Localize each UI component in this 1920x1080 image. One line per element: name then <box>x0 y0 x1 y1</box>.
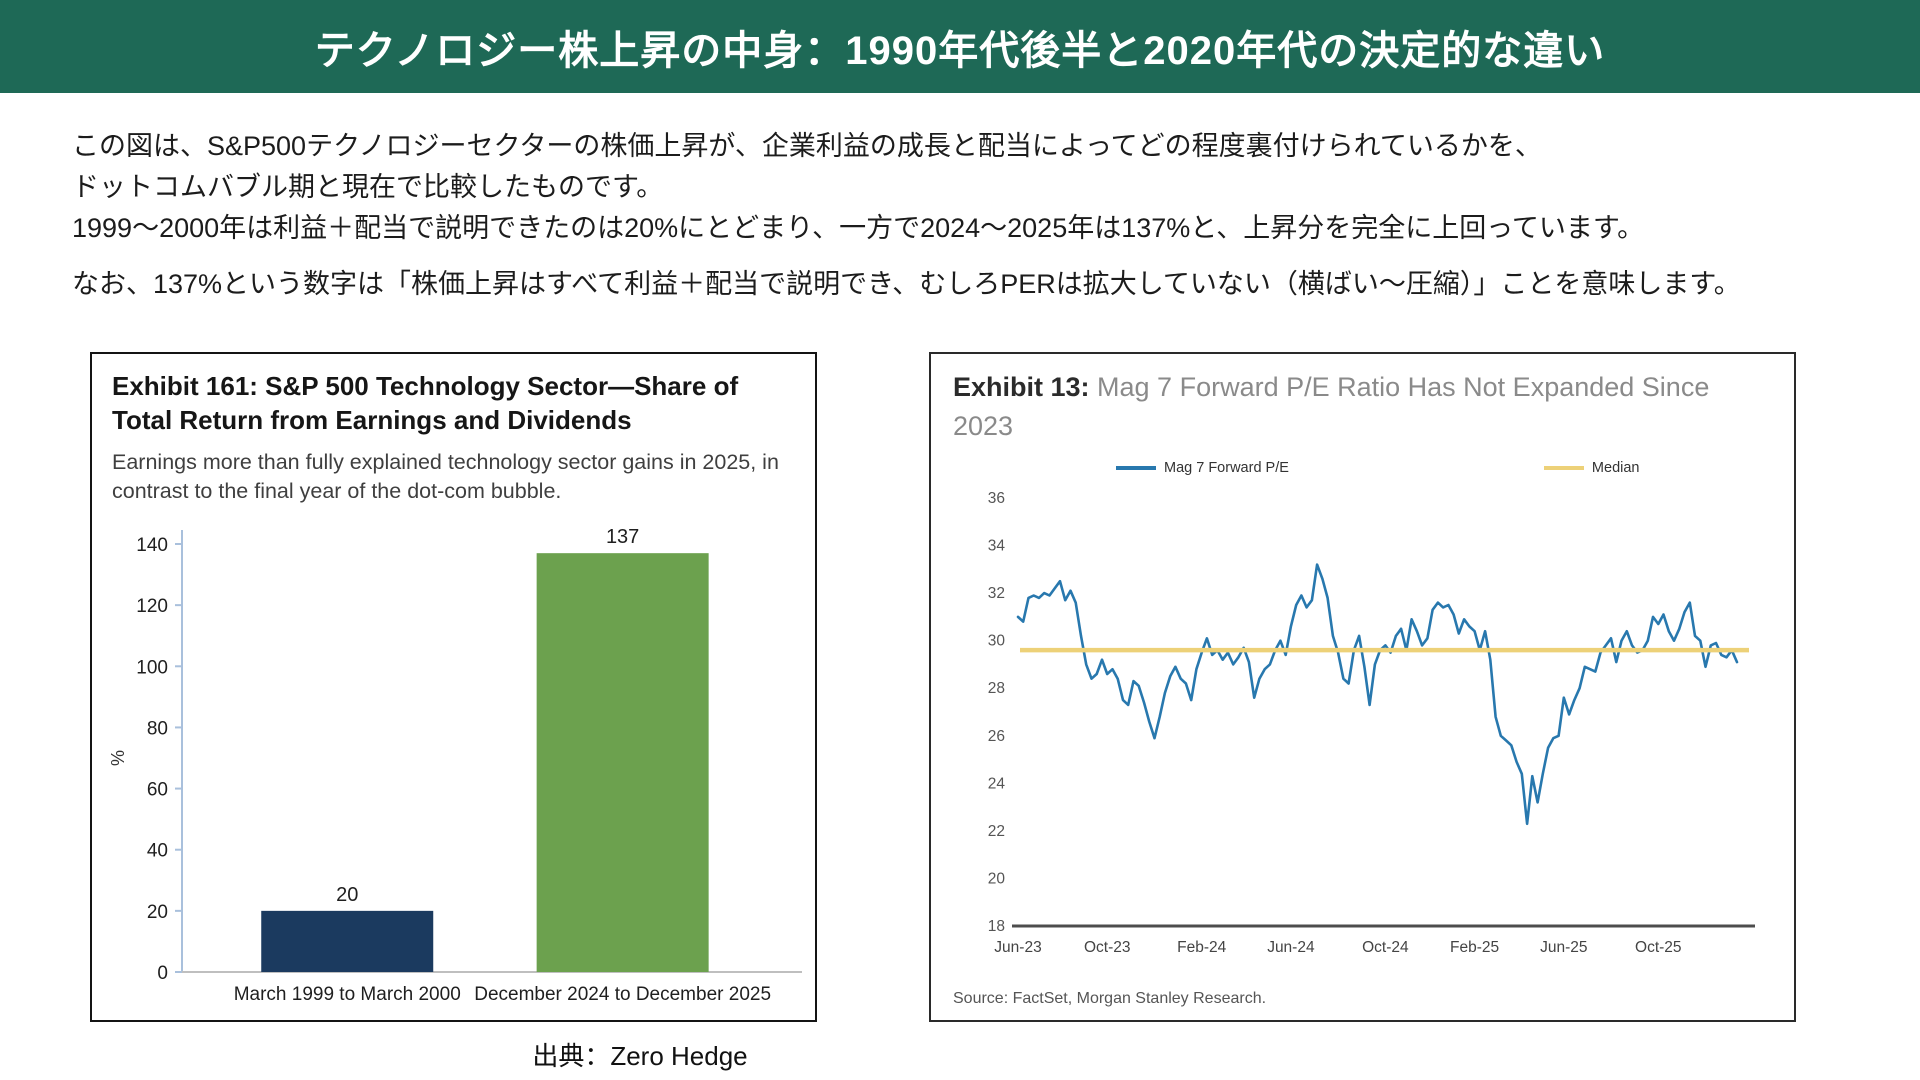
title-banner: テクノロジー株上昇の中身：1990年代後半と2020年代の決定的な違い <box>0 0 1920 93</box>
page-title: テクノロジー株上昇の中身：1990年代後半と2020年代の決定的な違い <box>314 28 1606 73</box>
intro-line-2: ドットコムバブル期と現在で比較したものです。 <box>72 172 664 202</box>
intro-line-1: この図は、S&P500テクノロジーセクターの株価上昇が、企業利益の成長と配当によ… <box>72 131 1542 161</box>
source-note: Source: FactSet, Morgan Stanley Research… <box>953 990 1267 1007</box>
y-axis-title: % <box>108 750 128 766</box>
intro-line-3: 1999〜2000年は利益＋配当で説明できたのは20%にとどまり、一方で2024… <box>72 213 1645 243</box>
x-tick-label: Jun-25 <box>1540 939 1587 956</box>
legend-item: Median <box>1543 460 1640 477</box>
x-category-label: March 1999 to March 2000 <box>233 984 460 1005</box>
y-tick-label: 120 <box>136 596 168 617</box>
y-tick-label: 32 <box>987 585 1004 602</box>
x-tick-label: Oct-25 <box>1635 939 1682 956</box>
y-tick-label: 18 <box>987 918 1004 935</box>
y-tick-label: 26 <box>987 728 1004 745</box>
bar-0 <box>260 910 433 972</box>
y-tick-label: 24 <box>987 776 1005 793</box>
y-tick-label: 36 <box>987 490 1004 507</box>
right-chart-panel: Exhibit 13: Mag 7 Forward P/E Ratio Has … <box>929 352 1796 1022</box>
right-chart-title: Exhibit 13: Mag 7 Forward P/E Ratio Has … <box>931 354 1794 446</box>
bar-value-label: 137 <box>605 526 638 548</box>
chart-legend: Mag 7 Forward P/E Median <box>1116 460 1794 476</box>
bar-chart: 0 20 40 60 80 100 120 140% 20 March 1999 to March… <box>108 526 802 1005</box>
x-tick-label: Feb-24 <box>1177 939 1226 956</box>
x-tick-label: Feb-25 <box>1450 939 1499 956</box>
y-tick-label: 20 <box>987 871 1005 888</box>
legend-swatch <box>1543 466 1584 471</box>
attribution-caption: 出典：Zero Hedge <box>532 1041 748 1071</box>
bar-1 <box>536 552 709 972</box>
y-tick-label: 20 <box>146 901 167 922</box>
bar-value-label: 20 <box>336 883 358 905</box>
y-tick-label: 34 <box>987 538 1005 555</box>
left-chart-panel: Exhibit 161: S&P 500 Technology Sector—S… <box>90 352 817 1022</box>
legend-label: Mag 7 Forward P/E <box>1164 460 1289 477</box>
x-category-label: December 2024 to December 2025 <box>474 984 771 1005</box>
y-tick-label: 80 <box>146 718 167 739</box>
y-tick-label: 22 <box>987 823 1004 840</box>
y-tick-label: 28 <box>987 681 1004 698</box>
left-chart-subtitle: Earnings more than fully explained techn… <box>112 449 779 503</box>
y-tick-label: 100 <box>136 657 168 678</box>
right-chart-title-text: Mag 7 Forward P/E Ratio Has Not Expanded… <box>953 372 1710 442</box>
x-tick-label: Oct-24 <box>1362 939 1409 956</box>
y-tick-label: 140 <box>136 535 168 556</box>
y-tick-label: 40 <box>146 840 167 861</box>
y-tick-label: 30 <box>987 633 1005 650</box>
legend-swatch <box>1116 466 1156 471</box>
x-tick-label: Jun-24 <box>1267 939 1315 956</box>
left-chart-title: Exhibit 161: S&P 500 Technology Sector—S… <box>112 371 739 435</box>
y-tick-label: 0 <box>157 963 168 984</box>
x-tick-label: Oct-23 <box>1083 939 1130 956</box>
y-tick-label: 60 <box>146 779 167 800</box>
intro-line-4: なお、137%という数字は「株価上昇はすべて利益＋配当で説明でき、むしろPERは… <box>72 269 1741 299</box>
x-tick-label: Jun-23 <box>994 939 1041 956</box>
legend-label: Median <box>1591 460 1640 477</box>
intro-text: この図は、S&P500テクノロジーセクターの株価上昇が、企業利益の成長と配当によ… <box>72 126 1862 305</box>
line-chart: 18 20 22 24 26 28 30 32 34 36 Jun-23 Oct-23 Feb-24 Ju… <box>987 490 1755 956</box>
exhibit-label: Exhibit 13: <box>953 372 1090 402</box>
legend-item: Mag 7 Forward P/E <box>1116 460 1289 476</box>
mag7-pe-line <box>1016 563 1738 826</box>
